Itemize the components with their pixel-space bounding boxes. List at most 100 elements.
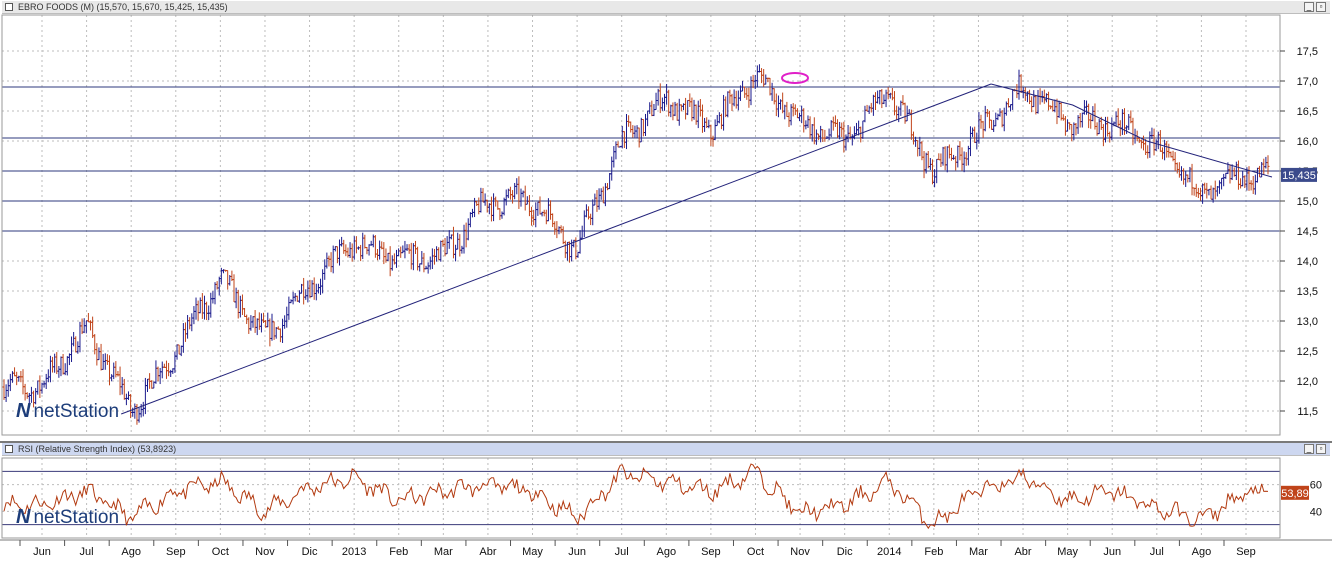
x-tick-label: Mar (969, 546, 988, 558)
price-bar (572, 239, 576, 248)
rsi-y-tick-label: 40 (1310, 506, 1322, 518)
price-bar (660, 97, 664, 111)
price-bar (25, 392, 29, 399)
price-bar (232, 274, 236, 303)
price-bar (8, 373, 12, 392)
price-bar (688, 93, 692, 107)
price-bar (350, 243, 354, 262)
price-bar (962, 151, 966, 173)
price-bar (386, 252, 390, 262)
price-bar (181, 323, 185, 353)
maximize-icon[interactable]: ▫ (1316, 444, 1326, 454)
price-bar (95, 343, 99, 366)
price-bar (1173, 152, 1177, 172)
price-bar (1009, 104, 1013, 112)
price-bar (954, 155, 958, 171)
price-bar (112, 362, 116, 380)
price-bar (236, 289, 240, 319)
price-bar (795, 108, 799, 119)
price-bar (696, 100, 700, 129)
price-bar (1011, 88, 1015, 110)
price-bar (772, 88, 776, 105)
minimize-icon[interactable]: _ (1304, 2, 1314, 12)
price-bar (1053, 99, 1057, 113)
x-tick-label: Dic (837, 546, 853, 558)
price-bar (1047, 91, 1051, 111)
price-bar (430, 248, 434, 270)
netstation-logo-rsi: N netStation (16, 506, 119, 529)
price-bar (591, 199, 595, 226)
price-bar (707, 119, 711, 129)
last-rsi-tag (1281, 485, 1309, 500)
price-bar (308, 279, 312, 299)
price-bar (285, 306, 289, 328)
price-bar (439, 240, 443, 262)
price-bar (525, 196, 529, 205)
price-bar (466, 218, 470, 241)
price-bar (874, 92, 878, 111)
price-bar (266, 312, 270, 328)
price-bar (580, 225, 584, 240)
price-bar (1019, 74, 1023, 93)
maximize-icon[interactable]: ▫ (1316, 2, 1326, 12)
grid-lines (2, 15, 1280, 538)
price-bar (584, 204, 588, 218)
price-bar (918, 136, 922, 157)
price-bar (293, 293, 297, 302)
price-bar (154, 360, 158, 384)
price-bar (23, 383, 27, 401)
panel-menu-icon[interactable] (5, 445, 13, 453)
price-bar (281, 318, 285, 343)
price-bar (593, 193, 597, 206)
minimize-icon[interactable]: _ (1304, 444, 1314, 454)
price-bar (156, 366, 160, 382)
price-bar (646, 110, 650, 127)
price-bar (1196, 187, 1200, 199)
price-bar (1209, 185, 1213, 200)
x-tick-label: Ago (121, 546, 141, 558)
panel-menu-icon[interactable] (5, 3, 13, 11)
rsi-y-tick-label: 60 (1310, 480, 1322, 492)
price-bar (1146, 145, 1150, 159)
price-bar (719, 113, 723, 130)
x-tick-label: Mar (434, 546, 453, 558)
price-bar (555, 221, 559, 239)
price-bar (833, 115, 837, 127)
price-bar (781, 92, 785, 114)
price-bar (468, 212, 472, 228)
y-tick-label: 13,0 (1297, 316, 1318, 328)
price-bar (51, 356, 55, 373)
price-bar (1213, 180, 1217, 200)
horizontal-levels (2, 86, 1280, 526)
price-bar (734, 90, 738, 109)
price-bar (367, 244, 371, 256)
price-bar (709, 124, 713, 146)
price-bar (726, 91, 730, 118)
price-bar (487, 203, 491, 215)
price-bar (1042, 89, 1046, 104)
price-bar (1160, 147, 1164, 160)
price-bar (1207, 188, 1211, 196)
price-bar (983, 105, 987, 132)
price-bar (694, 104, 698, 125)
price-bar (441, 239, 445, 247)
price-bar (363, 234, 367, 249)
price-bar (1036, 89, 1040, 114)
price-bar (475, 200, 479, 206)
price-bar (1080, 112, 1084, 128)
price-bar (141, 401, 145, 417)
price-bar (785, 101, 789, 118)
price-bar (1177, 162, 1181, 178)
price-bar (63, 363, 67, 376)
price-bar (447, 230, 451, 249)
price-bar (435, 246, 439, 262)
price-bar (1152, 128, 1156, 156)
price-bar (1165, 140, 1169, 158)
price-bar (926, 151, 930, 169)
price-bar (776, 95, 780, 118)
price-panel-title: EBRO FOODS (M) (15,570, 15,670, 15,425, … (18, 2, 228, 12)
price-bar (551, 213, 555, 228)
price-bar (319, 278, 323, 295)
price-bar (13, 367, 17, 377)
